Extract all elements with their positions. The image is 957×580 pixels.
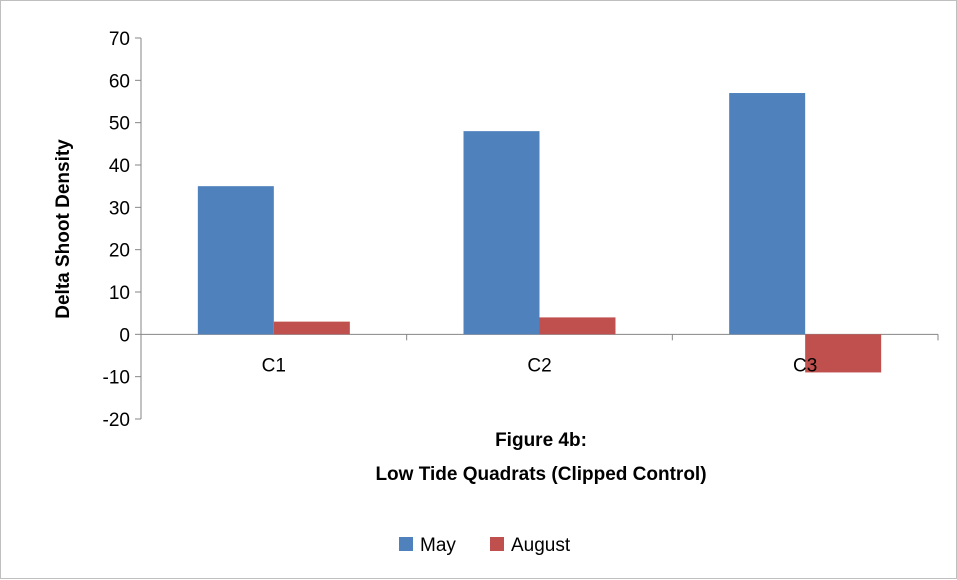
labels: -20 -10 0 10 20 30 40 50 60 70 C1 C2 C3 xyxy=(103,29,818,431)
y-tick-label: 60 xyxy=(109,71,130,92)
y-tick-label: -20 xyxy=(103,410,130,431)
y-axis-label: Delta Shoot Density xyxy=(53,139,74,319)
x-tick-label: C3 xyxy=(793,355,817,376)
y-tick-label: 10 xyxy=(109,283,130,304)
y-tick-label: 70 xyxy=(109,29,130,50)
y-tick-label: 50 xyxy=(109,114,130,135)
legend: May August xyxy=(399,535,571,556)
bar-may-c1 xyxy=(197,186,274,335)
bar-august-c1 xyxy=(273,321,350,335)
legend-label-may: May xyxy=(420,535,456,556)
bar-august-c3 xyxy=(805,334,882,373)
bars xyxy=(197,93,882,373)
y-tick-label: 20 xyxy=(109,241,130,262)
bar-may-c2 xyxy=(463,131,540,335)
legend-label-august: August xyxy=(511,535,571,556)
x-tick-label: C2 xyxy=(527,355,551,376)
y-tick-label: 0 xyxy=(119,325,130,346)
legend-swatch-august xyxy=(490,537,504,551)
y-tick-label: 40 xyxy=(109,156,130,177)
y-tick-label: -10 xyxy=(103,368,130,389)
legend-swatch-may xyxy=(399,537,413,551)
bar-may-c3 xyxy=(729,93,806,335)
bar-august-c2 xyxy=(539,317,616,335)
y-tick-label: 30 xyxy=(109,198,130,219)
x-tick-label: C1 xyxy=(262,355,286,376)
chart-title: Figure 4b: xyxy=(495,430,587,451)
chart-subtitle: Low Tide Quadrats (Clipped Control) xyxy=(375,464,706,485)
